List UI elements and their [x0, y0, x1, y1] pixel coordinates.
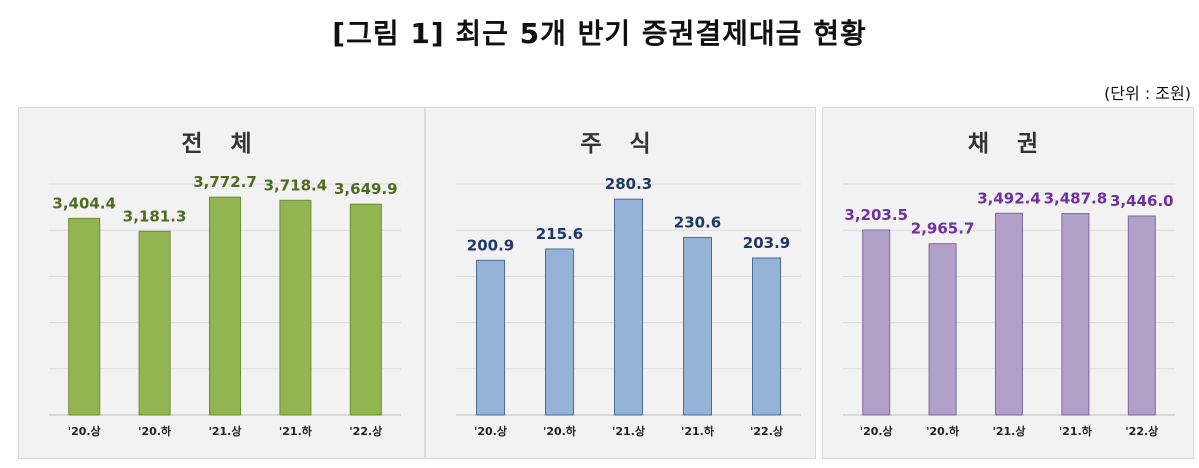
x-tick-label: '22.상 — [750, 424, 783, 438]
bar-stock-3 — [683, 236, 712, 416]
page-title: [그림 1] 최근 5개 반기 증권결제대금 현황 — [332, 17, 867, 50]
bar-total-0 — [68, 217, 101, 416]
x-tick-label: '21.상 — [612, 424, 645, 438]
bar-value-label: 215.6 — [536, 225, 583, 243]
x-tick-label: '21.하 — [681, 424, 715, 438]
bar-total-1 — [138, 230, 171, 416]
chart-panel-total: 전 체 3,404.4 '20.상 3,181.3 '20.하 3,772.7 '21.상… — [18, 107, 425, 459]
bar-value-label: 200.9 — [467, 236, 514, 254]
bar-bond-2 — [995, 212, 1023, 416]
bar-total-4 — [349, 203, 382, 416]
chart-svg-stock: 200.9 '20.상 215.6 '20.하 280.3 '21.상 230.6 '21.하… — [456, 175, 801, 438]
chart-title-stock: 주 식 — [580, 131, 661, 157]
x-tick-label: '20.하 — [926, 424, 960, 438]
bar-value-label: 3,487.8 — [1044, 190, 1108, 208]
x-tick-label: '21.하 — [279, 424, 313, 438]
bar-total-3 — [279, 199, 312, 416]
bar-value-label: 203.9 — [743, 234, 790, 252]
bar-value-label: 3,492.4 — [977, 189, 1041, 207]
x-tick-label: '20.하 — [138, 424, 172, 438]
bar-value-label: 3,181.3 — [123, 207, 187, 225]
bar-value-label: 3,404.4 — [52, 194, 116, 212]
x-tick-label: '21.상 — [993, 424, 1026, 438]
x-tick-label: '21.하 — [1059, 424, 1093, 438]
chart-panel-bond: 채 권 3,203.5 '20.상 2,965.7 '20.하 3,492.4 '21.상… — [822, 107, 1194, 459]
bar-value-label: 3,203.5 — [844, 206, 908, 224]
x-tick-label: '22.상 — [349, 424, 382, 438]
bar-stock-0 — [476, 259, 505, 416]
x-tick-label: '20.상 — [474, 424, 507, 438]
chart-panel-stock: 주 식 200.9 '20.상 215.6 '20.하 280.3 '21.상 230.6 '… — [425, 107, 816, 459]
bar-stock-1 — [545, 248, 574, 416]
bar-total-2 — [209, 196, 241, 416]
bar-value-label: 2,965.7 — [911, 220, 975, 238]
x-tick-label: '20.상 — [860, 424, 893, 438]
chart-svg-bond: 3,203.5 '20.상 2,965.7 '20.하 3,492.4 '21.상 3,48… — [843, 183, 1175, 438]
bar-value-label: 3,649.9 — [334, 180, 398, 198]
bar-value-label: 3,772.7 — [193, 173, 257, 191]
bar-bond-4 — [1127, 215, 1156, 416]
bar-value-label: 3,718.4 — [264, 176, 328, 194]
x-tick-label: '20.하 — [543, 424, 577, 438]
chart-title-total: 전 체 — [181, 131, 262, 157]
bar-value-label: 3,446.0 — [1110, 192, 1174, 210]
x-tick-label: '21.상 — [209, 424, 242, 438]
bar-bond-3 — [1061, 213, 1090, 416]
x-tick-label: '20.상 — [68, 424, 101, 438]
unit-label: (단위 : 조원) — [1104, 84, 1191, 103]
bar-bond-0 — [862, 229, 891, 416]
bar-stock-4 — [752, 257, 781, 416]
bar-value-label: 280.3 — [605, 175, 652, 193]
bar-stock-2 — [614, 198, 643, 416]
bar-value-label: 230.6 — [674, 213, 721, 231]
chart-title-bond: 채 권 — [967, 131, 1049, 157]
chart-svg-total: 3,404.4 '20.상 3,181.3 '20.하 3,772.7 '21.상 3,71… — [49, 173, 401, 438]
x-tick-label: '22.상 — [1125, 424, 1158, 438]
bar-bond-1 — [928, 243, 957, 416]
